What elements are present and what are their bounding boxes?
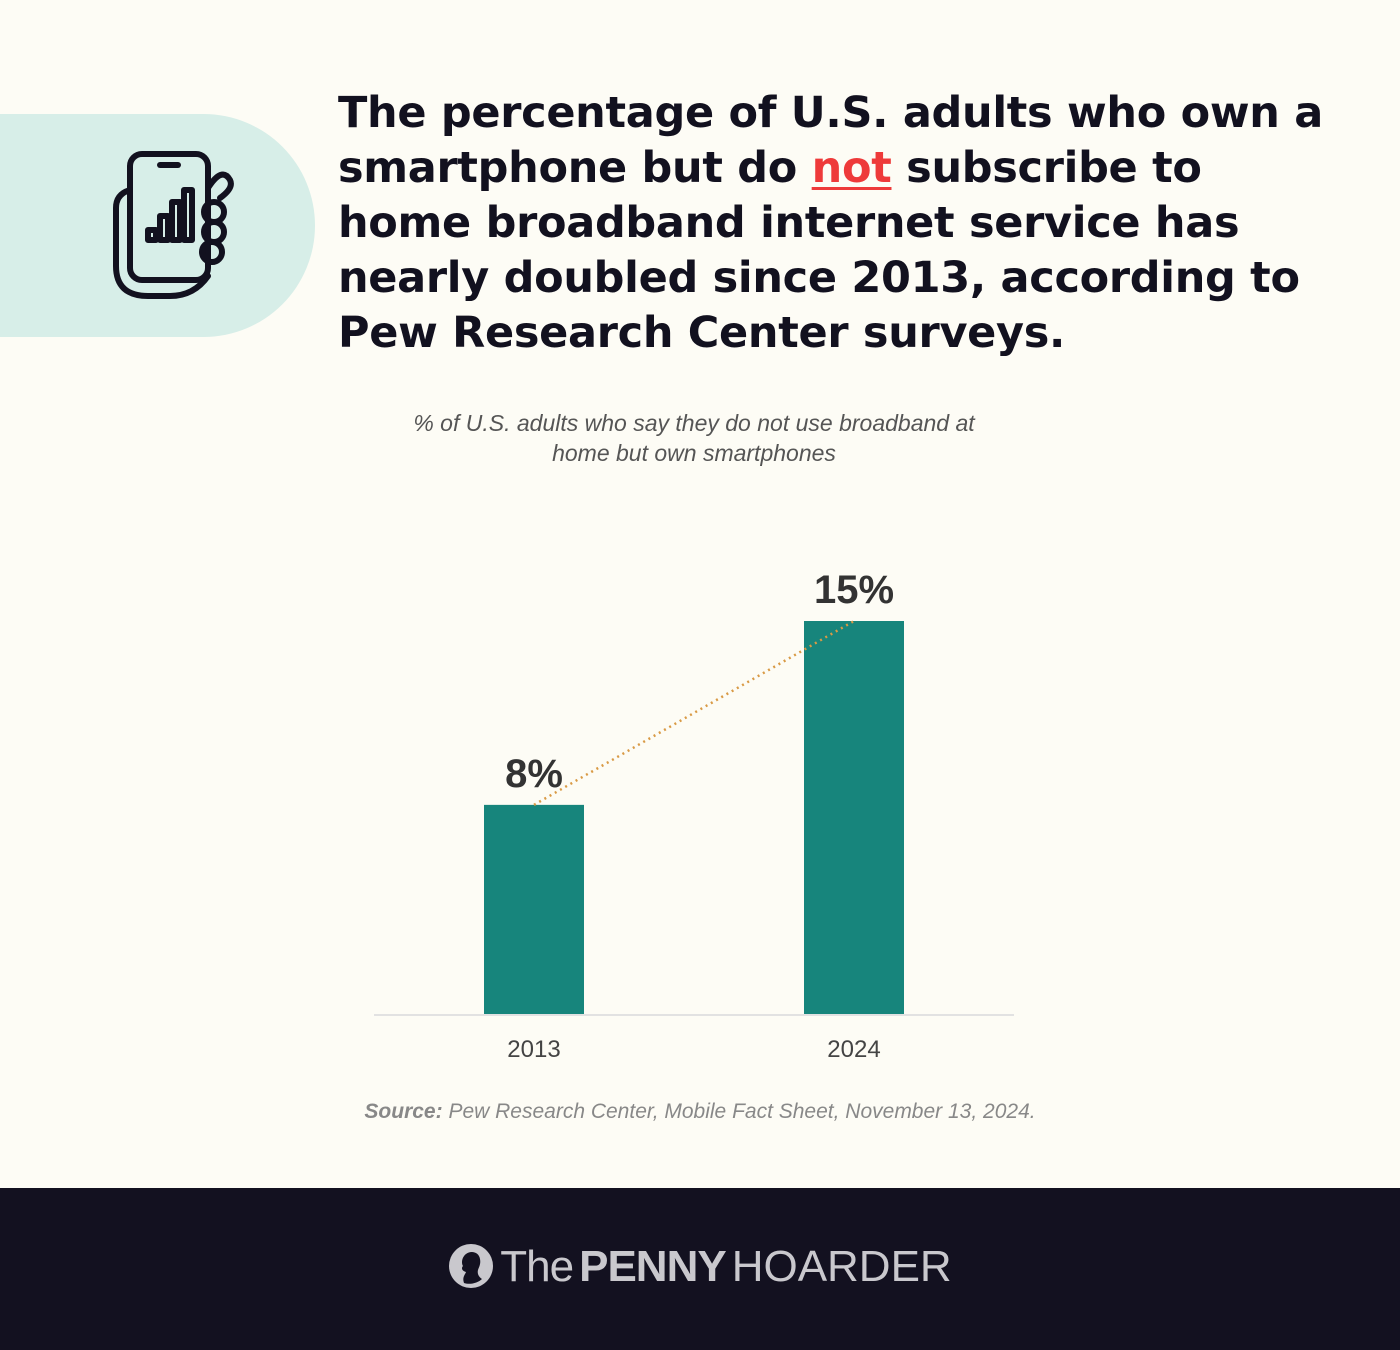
category-label-2013: 2013 (507, 1036, 560, 1063)
headline-emphasis: not (811, 143, 892, 193)
bar-2013 (484, 804, 584, 1015)
headline: The percentage of U.S. adults who own a … (338, 86, 1338, 361)
headline-part-1: The percentage of U.S. adults who own a … (338, 88, 1324, 193)
penny-hoarder-logo: The PENNY HOARDER (0, 1232, 1400, 1302)
source-note: Source: Pew Research Center, Mobile Fact… (0, 1100, 1400, 1124)
penny-profile-icon (449, 1244, 494, 1288)
value-label-2013: 8% (505, 752, 563, 796)
chart-title: % of U.S. adults who say they do not use… (413, 410, 975, 466)
logo-hoarder: HOARDER (731, 1242, 952, 1291)
trend-line (533, 619, 855, 806)
footer: The PENNY HOARDER (0, 1188, 1400, 1350)
logo-the: The (500, 1242, 574, 1291)
bar-chart: 8% 2013 15% 2024 (374, 568, 1014, 1063)
logo-penny: PENNY (579, 1242, 727, 1291)
value-label-2024: 15% (814, 568, 894, 612)
source-text: Pew Research Center, Mobile Fact Sheet, … (448, 1100, 1036, 1123)
source-label: Source: (364, 1100, 443, 1123)
bar-2024 (804, 621, 904, 1015)
category-label-2024: 2024 (827, 1036, 880, 1063)
headline-part-2: subscribe to home broadband internet ser… (338, 143, 1300, 358)
smartphone-hand-signal-icon (113, 151, 234, 299)
